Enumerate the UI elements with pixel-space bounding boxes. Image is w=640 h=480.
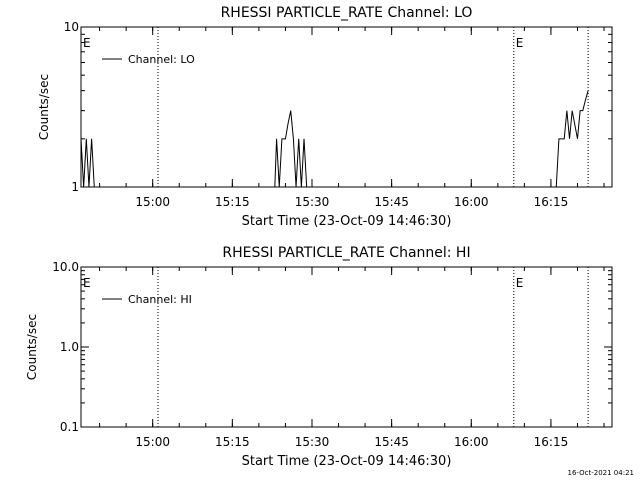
event-marker-label: E — [83, 36, 91, 50]
plot-frame — [80, 26, 613, 188]
y-axis-label: Counts/sec — [37, 74, 51, 140]
x-tick-label: 16:15 — [534, 195, 569, 209]
event-marker-label: E — [516, 276, 524, 290]
y-tick-label: 1 — [71, 180, 79, 194]
x-tick-label: 16:15 — [534, 435, 569, 449]
x-tick-label: 15:00 — [135, 195, 170, 209]
event-marker-label: E — [516, 36, 524, 50]
y-axis-label: Counts/sec — [25, 314, 39, 380]
x-tick-label: 15:15 — [215, 435, 250, 449]
x-tick-label: 15:30 — [295, 435, 330, 449]
y-tick-label: 1.0 — [60, 340, 79, 354]
x-tick-label: 16:00 — [454, 195, 489, 209]
x-axis-label: Start Time (23-Oct-09 14:46:30) — [242, 454, 452, 469]
x-axis-label: Start Time (23-Oct-09 14:46:30) — [242, 214, 452, 229]
x-tick-label: 15:15 — [215, 195, 250, 209]
y-tick-label: 10 — [64, 20, 79, 34]
chart-title: RHESSI PARTICLE_RATE Channel: HI — [222, 245, 470, 261]
x-tick-label: 15:45 — [374, 195, 409, 209]
chart-title: RHESSI PARTICLE_RATE Channel: LO — [221, 5, 473, 21]
x-tick-label: 15:30 — [295, 195, 330, 209]
y-tick-label: 0.1 — [60, 420, 79, 434]
x-tick-label: 15:00 — [135, 435, 170, 449]
footer-timestamp: 16-Oct-2021 04:21 — [567, 469, 634, 477]
legend-entry: Channel: HI — [128, 293, 192, 306]
event-marker-label: E — [83, 276, 91, 290]
x-tick-label: 16:00 — [454, 435, 489, 449]
y-tick-label: 10.0 — [52, 260, 79, 274]
legend-entry: Channel: LO — [128, 53, 195, 66]
series-line — [80, 90, 589, 188]
x-tick-label: 15:45 — [374, 435, 409, 449]
plot-frame — [80, 266, 613, 428]
